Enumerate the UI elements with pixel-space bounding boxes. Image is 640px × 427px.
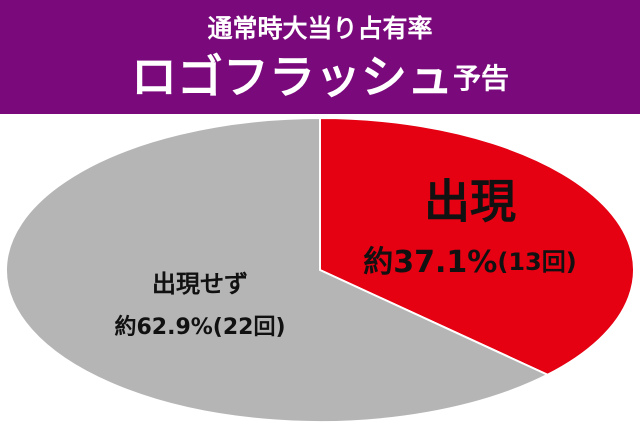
- value-label: 約37.1%: [363, 245, 497, 280]
- category-label: 出現: [424, 175, 516, 229]
- value-line: 約37.1%(13回): [363, 245, 576, 280]
- count-label: (22回): [213, 315, 286, 340]
- chart-title: 通常時大当り占有率: [207, 14, 432, 43]
- pie-slice: [5, 116, 550, 423]
- pie-slice: [319, 116, 635, 376]
- subtitle-suffix: 予告: [453, 62, 509, 95]
- count-label: (13回): [497, 248, 576, 276]
- chart-subtitle: ロゴフラッシュ予告: [131, 50, 509, 104]
- category-label: 出現せず: [152, 270, 248, 298]
- subtitle-main: ロゴフラッシュ: [131, 50, 453, 104]
- value-line: 約62.9%(22回): [114, 314, 285, 340]
- value-label: 約62.9%: [114, 314, 212, 340]
- header: [0, 0, 640, 114]
- pie: [5, 116, 635, 423]
